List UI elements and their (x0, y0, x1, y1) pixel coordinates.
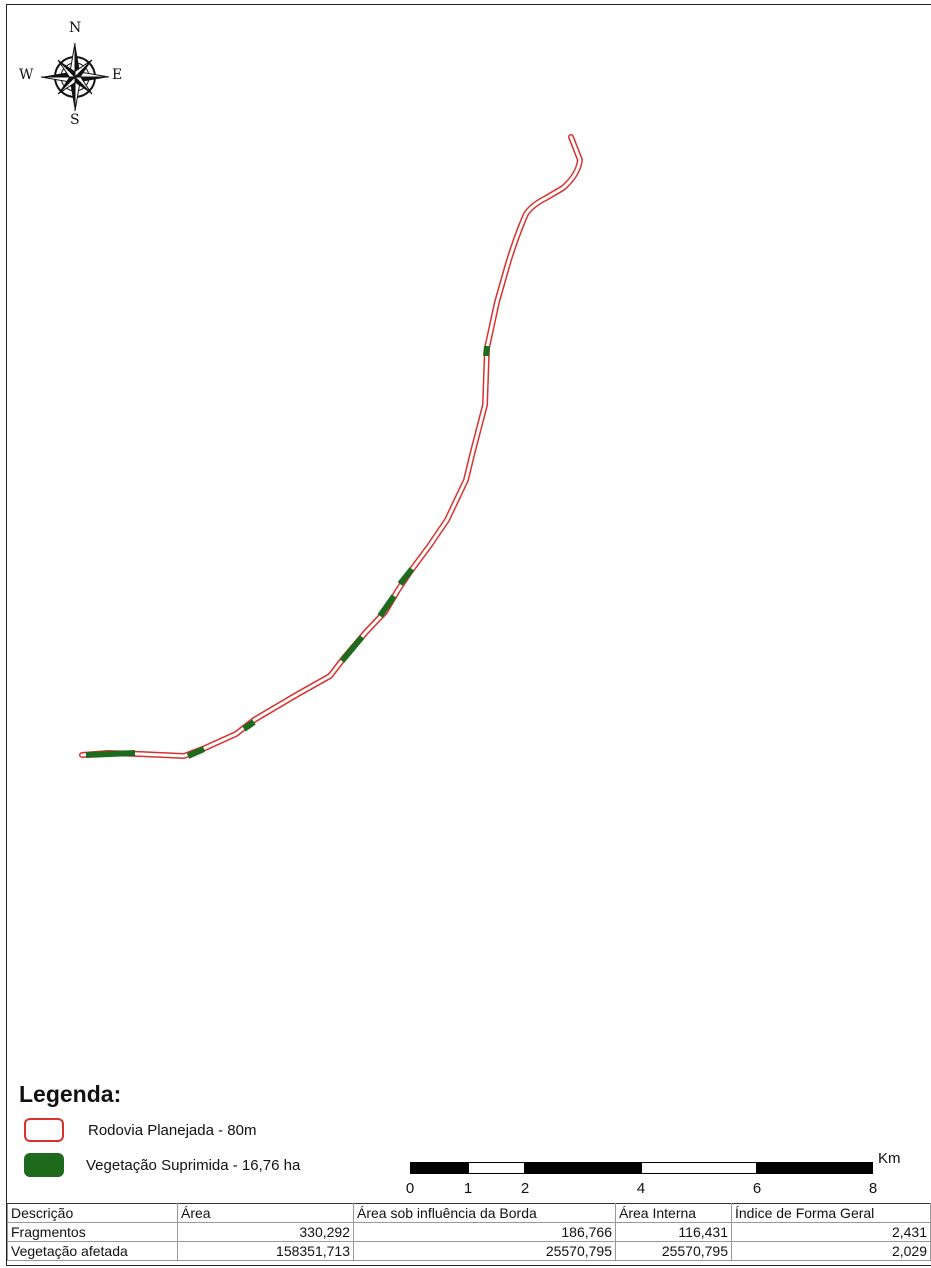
legend-title: Legenda: (19, 1081, 122, 1107)
table-row: Vegetação afetada 158351,713 25570,795 2… (7, 1241, 931, 1261)
table-cell: 2,431 (731, 1222, 931, 1242)
table-header-cell: Área Interna (615, 1203, 732, 1223)
table-cell: 158351,713 (177, 1241, 354, 1261)
vegetation-patch (377, 594, 397, 618)
vegetation-patch (242, 719, 256, 732)
vegetation-patch (483, 345, 490, 357)
table-cell: 2,029 (731, 1241, 931, 1261)
table-cell: 330,292 (177, 1222, 354, 1242)
scale-segment (641, 1162, 757, 1174)
compass-rose: N S E W (19, 20, 132, 152)
suppressed-vegetation (85, 345, 490, 759)
vegetation-fill-symbol (24, 1153, 64, 1177)
scale-tick-label: 1 (463, 1180, 473, 1197)
compass-south-label: S (70, 112, 80, 128)
map-frame (6, 4, 931, 1266)
table-cell: 116,431 (615, 1222, 732, 1242)
legend-item-road-label: Rodovia Planejada - 80m (88, 1121, 257, 1139)
legend-item-vegetation: Vegetação Suprimida - 16,76 ha (24, 1152, 300, 1178)
scale-unit-label: Km (878, 1150, 901, 1167)
table-header-cell: Descrição (7, 1203, 178, 1223)
scale-tick-label: 2 (520, 1180, 530, 1197)
vegetation-patch (397, 567, 415, 586)
planned-road-outline (79, 134, 583, 759)
vegetation-patch (186, 746, 206, 759)
scale-segment (525, 1162, 641, 1174)
legend-item-vegetation-label: Vegetação Suprimida - 16,76 ha (86, 1156, 301, 1174)
scale-tick-label: 4 (636, 1180, 646, 1197)
scale-tick-label: 0 (405, 1180, 415, 1197)
scale-segment (410, 1162, 468, 1174)
compass-east-label: E (112, 67, 123, 83)
compass-north-label: N (69, 20, 82, 36)
table-row: Fragmentos 330,292 186,766 116,431 2,431 (7, 1222, 931, 1242)
table-cell: 25570,795 (353, 1241, 616, 1261)
table-header-cell: Área (177, 1203, 354, 1223)
table-cell: 186,766 (353, 1222, 616, 1242)
table-cell: Fragmentos (7, 1222, 178, 1242)
scale-segment (468, 1162, 525, 1174)
table-cell: Vegetação afetada (7, 1241, 178, 1261)
statistics-table: Descrição Área Área sob influência da Bo… (7, 1203, 931, 1261)
road-outline-symbol (24, 1118, 64, 1142)
vegetation-patch (85, 750, 136, 758)
table-header-cell: Área sob influência da Borda (353, 1203, 616, 1223)
vegetation-patch (339, 635, 365, 663)
compass-icon (40, 42, 110, 112)
scale-tick-label: 6 (752, 1180, 762, 1197)
legend-item-road: Rodovia Planejada - 80m (24, 1117, 256, 1143)
planned-road-inner (80, 135, 582, 758)
scale-tick-label: 8 (868, 1180, 878, 1197)
table-header-cell: Índice de Forma Geral (731, 1203, 931, 1223)
compass-west-label: W (19, 67, 34, 83)
table-cell: 25570,795 (615, 1241, 732, 1261)
table-header-row: Descrição Área Área sob influência da Bo… (7, 1203, 931, 1223)
scale-segment (757, 1162, 873, 1174)
